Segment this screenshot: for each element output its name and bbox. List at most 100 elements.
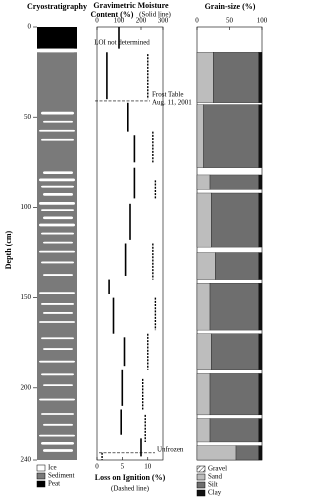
x-tick-label: 50 xyxy=(226,17,234,25)
legend-swatch xyxy=(196,489,206,497)
ice-lens xyxy=(41,337,74,340)
ice-lens xyxy=(39,129,75,132)
x-tick-label: 200 xyxy=(136,17,147,25)
panel-title: Content (%) xyxy=(91,10,134,19)
grain-segment xyxy=(258,445,263,461)
grain-segment xyxy=(196,333,212,370)
legend-swatch xyxy=(196,465,206,473)
ice-lens xyxy=(41,209,74,212)
grain-segment xyxy=(196,174,211,190)
layer xyxy=(37,52,77,461)
panel-frame xyxy=(96,26,164,461)
annotation: Unfrozen xyxy=(157,445,184,453)
ice-lens xyxy=(41,413,74,415)
ice-lens xyxy=(41,373,74,376)
x-tick-label: 0 xyxy=(195,17,199,25)
legend-label: Gravel xyxy=(208,465,227,473)
ice-lens xyxy=(41,185,74,188)
grain-segment xyxy=(258,52,263,103)
ice-lens xyxy=(39,360,75,363)
panel-subtitle: (Solid line) xyxy=(139,11,171,19)
grain-segment xyxy=(235,445,259,461)
legend-swatch xyxy=(196,473,206,481)
ice-lens xyxy=(39,292,75,295)
grain-segment xyxy=(211,333,259,370)
ice-lens xyxy=(39,321,75,323)
ice-lens xyxy=(43,241,73,244)
grain-segment xyxy=(215,252,259,280)
ice-lens xyxy=(43,384,73,387)
ice-lens xyxy=(41,261,74,264)
y-axis-title: Depth (cm) xyxy=(4,230,13,269)
grain-segment xyxy=(258,418,263,443)
grain-segment xyxy=(203,104,259,168)
grain-segment xyxy=(258,373,263,416)
panel-title: Cryostratigraphy xyxy=(27,2,87,11)
grain-segment xyxy=(196,52,214,103)
legend-label: Ice xyxy=(48,464,57,472)
layer xyxy=(37,27,77,49)
ice-lens xyxy=(43,216,73,220)
legend-swatch xyxy=(36,472,46,480)
grain-segment xyxy=(196,373,211,416)
x2-tick-label: 0 xyxy=(95,463,99,471)
x-axis-title: Loss on Ignition (%) xyxy=(95,473,166,482)
ice-lens xyxy=(43,192,73,196)
grain-segment xyxy=(258,104,263,168)
ice-lens xyxy=(43,274,73,276)
ice-lens xyxy=(41,232,74,235)
y-tick-label: 240 xyxy=(21,456,32,464)
ice-lens xyxy=(39,202,75,205)
y-tick-label: 150 xyxy=(21,293,32,301)
y-tick-label: 100 xyxy=(21,203,32,211)
ice-lens xyxy=(39,434,75,437)
grain-segment xyxy=(209,174,259,190)
figure: Cryostratigraphy Gravimetric Moisture Co… xyxy=(4,1,268,497)
grain-segment xyxy=(213,52,259,103)
ice-lens xyxy=(39,250,75,253)
grain-segment xyxy=(258,283,263,331)
grain-segment xyxy=(196,445,237,461)
grain-segment xyxy=(209,373,259,416)
y-tick-label: 200 xyxy=(21,383,32,391)
ice-lens xyxy=(43,348,73,350)
ice-lens xyxy=(43,120,73,123)
grain-segment xyxy=(196,283,211,331)
ice-lens xyxy=(39,178,75,182)
legend-label: Sand xyxy=(208,473,223,481)
x-tick-label: 100 xyxy=(114,17,125,25)
grain-segment xyxy=(258,174,263,190)
ice-lens xyxy=(43,171,73,175)
panel-title: Gravimetric Moisture xyxy=(93,1,169,10)
legend-swatch xyxy=(196,481,206,489)
ice-lens xyxy=(41,138,74,141)
x-axis-note: (Dashed line) xyxy=(111,485,150,493)
grain-segment xyxy=(258,333,263,370)
legend-label: Sediment xyxy=(48,472,74,480)
legend-label: Clay xyxy=(208,489,222,497)
grain-segment xyxy=(258,252,263,280)
x-tick-label: 100 xyxy=(257,17,268,25)
ice-lens xyxy=(43,449,73,452)
panel-title: Grain-size (%) xyxy=(205,2,256,11)
grain-segment xyxy=(196,104,204,168)
ice-lens xyxy=(43,312,73,314)
grain-segment xyxy=(209,283,259,331)
grain-segment xyxy=(209,418,259,443)
ice-lens xyxy=(39,223,75,227)
x-tick-label: 300 xyxy=(158,17,169,25)
grain-segment xyxy=(196,192,212,248)
annotation: LOI not determined xyxy=(94,39,150,47)
x2-tick-label: 5 xyxy=(121,463,125,471)
y-tick-label: 0 xyxy=(28,23,32,31)
ice-lens xyxy=(43,423,73,426)
ice-lens xyxy=(41,441,74,445)
grain-segment xyxy=(196,418,211,443)
x2-tick-label: 10 xyxy=(144,463,152,471)
legend-label: Peat xyxy=(48,480,60,488)
legend-label: Silt xyxy=(208,481,218,489)
ice-lens xyxy=(41,303,74,305)
x-tick-label: 0 xyxy=(95,17,99,25)
legend-swatch xyxy=(36,480,46,488)
annotation: Frost Table xyxy=(152,91,183,99)
